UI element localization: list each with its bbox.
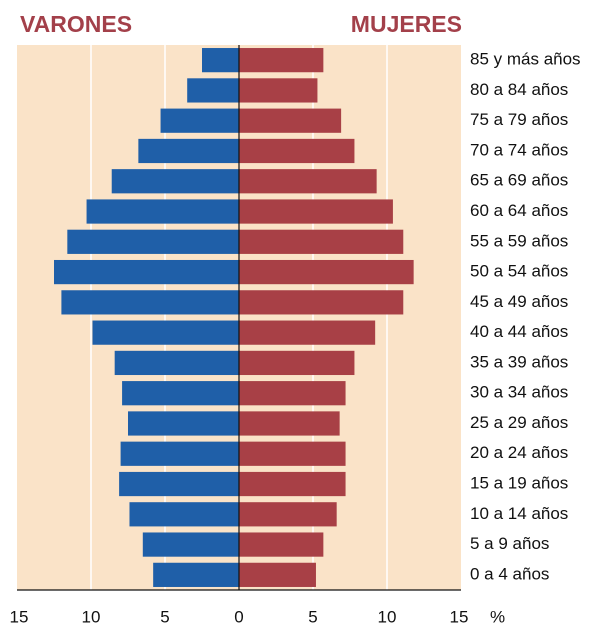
- category-label: 40 a 44 años: [470, 322, 568, 341]
- category-label: 10 a 14 años: [470, 504, 568, 523]
- bar: [239, 78, 318, 103]
- bar: [128, 411, 239, 436]
- right-title: MUJERES: [351, 11, 462, 37]
- category-label: 5 a 9 años: [470, 534, 549, 553]
- bar: [160, 108, 239, 133]
- category-label: 25 a 29 años: [470, 413, 568, 432]
- category-label: 45 a 49 años: [470, 292, 568, 311]
- bar: [239, 381, 346, 406]
- bar: [114, 350, 239, 376]
- left-title: VARONES: [20, 11, 132, 37]
- x-tick-label: 15: [450, 607, 469, 626]
- bar: [122, 381, 239, 406]
- category-label: 85 y más años: [470, 50, 581, 69]
- bar: [239, 138, 355, 164]
- bar: [111, 169, 239, 194]
- bar: [86, 199, 239, 224]
- x-tick-label: 15: [10, 607, 29, 626]
- category-label: 35 a 39 años: [470, 352, 568, 371]
- bar: [92, 320, 239, 345]
- bar: [239, 199, 393, 224]
- x-tick-label: 10: [378, 607, 397, 626]
- bar: [187, 78, 239, 103]
- bar: [239, 169, 377, 194]
- bar: [239, 290, 404, 315]
- category-label: 60 a 64 años: [470, 201, 568, 220]
- category-label: 0 a 4 años: [470, 564, 549, 583]
- bar: [239, 471, 346, 497]
- category-label: 50 a 54 años: [470, 262, 568, 281]
- bar: [239, 502, 337, 527]
- category-label: 80 a 84 años: [470, 80, 568, 99]
- category-label: 70 a 74 años: [470, 140, 568, 159]
- bar: [239, 441, 346, 466]
- bar: [138, 138, 239, 164]
- bar: [239, 562, 316, 587]
- x-tick-label: 0: [234, 607, 243, 626]
- category-label: 55 a 59 años: [470, 231, 568, 250]
- bar: [239, 48, 324, 73]
- bar: [202, 48, 239, 73]
- bar: [239, 320, 376, 345]
- category-label: 20 a 24 años: [470, 443, 568, 462]
- bar: [54, 259, 239, 285]
- category-label: 30 a 34 años: [470, 383, 568, 402]
- bar: [142, 532, 239, 557]
- bar: [239, 411, 340, 436]
- category-label: 65 a 69 años: [470, 171, 568, 190]
- bar: [120, 441, 239, 466]
- bar: [239, 532, 324, 557]
- bar: [61, 290, 240, 315]
- bar: [67, 229, 239, 254]
- bar: [239, 350, 355, 376]
- x-axis-label: %: [490, 607, 505, 626]
- x-tick-label: 5: [160, 607, 169, 626]
- bar: [153, 562, 239, 587]
- x-tick-label: 5: [308, 607, 317, 626]
- bar: [239, 108, 342, 133]
- bar: [239, 259, 414, 285]
- bar: [119, 471, 239, 497]
- x-tick-label: 10: [82, 607, 101, 626]
- bar: [239, 229, 404, 254]
- bar: [129, 502, 239, 527]
- category-label: 75 a 79 años: [470, 110, 568, 129]
- category-label: 15 a 19 años: [470, 474, 568, 493]
